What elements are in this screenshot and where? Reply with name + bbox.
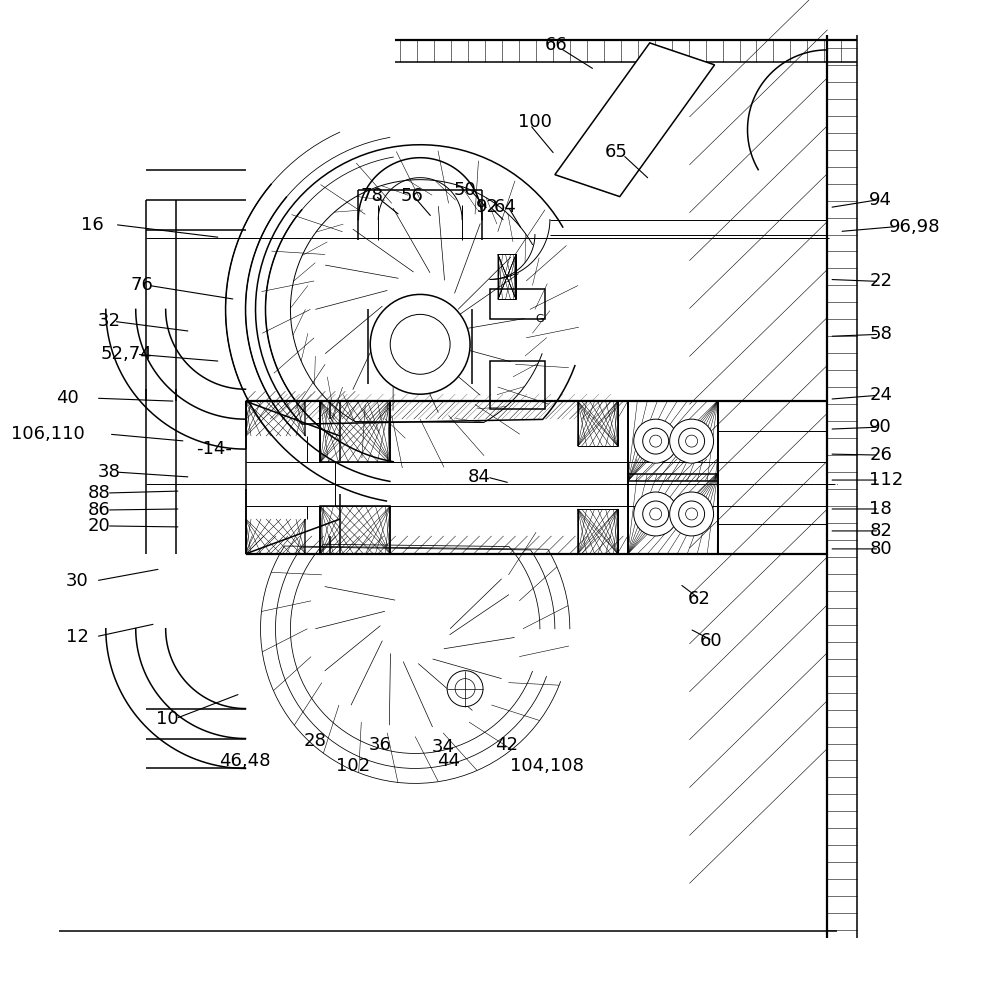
Bar <box>578 509 618 554</box>
Circle shape <box>455 679 475 699</box>
Text: 42: 42 <box>495 736 518 753</box>
Text: 28: 28 <box>303 732 326 749</box>
Text: 112: 112 <box>869 471 904 489</box>
Text: 10: 10 <box>156 710 178 728</box>
Circle shape <box>686 508 698 520</box>
Bar <box>498 254 516 299</box>
Circle shape <box>634 492 678 536</box>
Circle shape <box>643 501 669 527</box>
Bar <box>320 401 390 462</box>
Text: 64: 64 <box>494 198 517 216</box>
Text: 20: 20 <box>88 517 111 535</box>
Text: 78: 78 <box>360 187 383 205</box>
Text: 36: 36 <box>368 736 391 753</box>
Text: 18: 18 <box>869 500 892 518</box>
Text: 30: 30 <box>66 572 89 590</box>
Text: 34: 34 <box>432 738 455 755</box>
Text: 82: 82 <box>869 522 892 540</box>
Text: 44: 44 <box>437 752 460 770</box>
Text: 52,74: 52,74 <box>101 345 153 363</box>
Text: 88: 88 <box>88 484 111 502</box>
Text: 40: 40 <box>56 389 79 407</box>
Text: 94: 94 <box>869 191 892 209</box>
Text: 38: 38 <box>98 463 121 481</box>
Text: 12: 12 <box>66 628 89 646</box>
Bar <box>578 401 618 446</box>
Text: 106,110: 106,110 <box>11 425 85 443</box>
Bar <box>628 474 718 554</box>
Circle shape <box>650 435 662 447</box>
Circle shape <box>370 294 470 394</box>
Text: 22: 22 <box>869 272 892 290</box>
Text: 56: 56 <box>400 187 423 205</box>
Circle shape <box>679 501 705 527</box>
Text: 104,108: 104,108 <box>510 757 584 775</box>
Text: 60: 60 <box>700 632 722 650</box>
Circle shape <box>679 428 705 454</box>
Text: 66: 66 <box>545 36 568 54</box>
Bar <box>490 361 545 409</box>
Text: 26: 26 <box>869 446 892 464</box>
Text: 58: 58 <box>869 325 892 343</box>
Text: G: G <box>536 314 544 324</box>
Bar <box>628 401 718 481</box>
Text: 100: 100 <box>518 113 552 131</box>
Text: 16: 16 <box>81 216 104 234</box>
Circle shape <box>643 428 669 454</box>
Circle shape <box>686 435 698 447</box>
Text: 102: 102 <box>336 757 370 775</box>
Text: 92: 92 <box>476 198 499 216</box>
Text: 46,48: 46,48 <box>219 752 270 770</box>
Bar <box>320 506 390 554</box>
Circle shape <box>670 492 714 536</box>
Text: 76: 76 <box>131 276 154 294</box>
Circle shape <box>634 419 678 463</box>
Text: 86: 86 <box>88 501 111 519</box>
Text: 84: 84 <box>468 468 491 486</box>
Text: 50: 50 <box>453 181 476 199</box>
Text: 65: 65 <box>605 143 628 161</box>
Text: 80: 80 <box>869 540 892 558</box>
Text: -14-: -14- <box>197 440 232 458</box>
Text: 96,98: 96,98 <box>889 218 941 236</box>
Circle shape <box>447 671 483 707</box>
Circle shape <box>650 508 662 520</box>
Text: 62: 62 <box>688 590 710 608</box>
Bar <box>490 289 545 319</box>
Text: 32: 32 <box>98 312 121 330</box>
Circle shape <box>670 419 714 463</box>
Text: 24: 24 <box>869 386 892 404</box>
Polygon shape <box>555 43 715 197</box>
Text: 90: 90 <box>869 418 892 436</box>
Circle shape <box>390 314 450 374</box>
